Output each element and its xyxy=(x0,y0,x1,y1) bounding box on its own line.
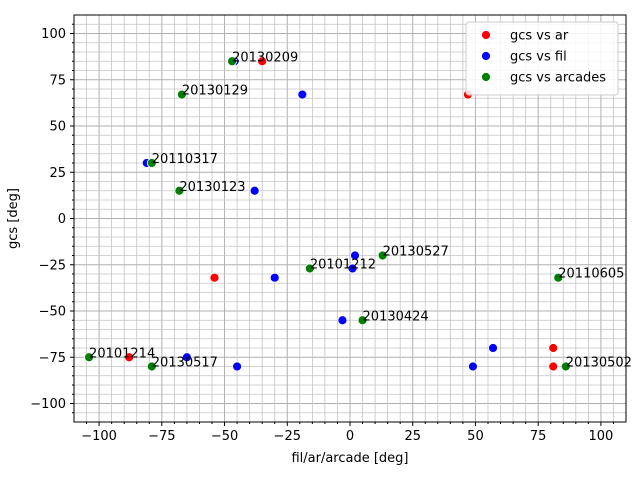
legend-marker xyxy=(481,51,491,61)
y-tick-label: 50 xyxy=(49,120,66,135)
scatter-point xyxy=(124,352,135,363)
scatter-point xyxy=(269,272,280,283)
scatter-point xyxy=(84,352,94,363)
y-tick-label: −75 xyxy=(39,351,66,366)
scatter-point xyxy=(357,315,368,326)
scatter-point xyxy=(249,185,260,196)
scatter-point xyxy=(176,89,187,100)
x-tick-label: −25 xyxy=(274,429,301,444)
y-tick-label: 25 xyxy=(49,166,66,181)
point-annotation: 20130129 xyxy=(182,84,248,99)
y-tick-label: −25 xyxy=(39,258,66,273)
point-annotation: 20130123 xyxy=(179,180,245,195)
x-tick-label: 50 xyxy=(467,429,484,444)
x-tick-label: 25 xyxy=(404,429,421,444)
plot-frame xyxy=(73,14,627,423)
scatter-point xyxy=(560,361,571,372)
point-annotation: 20130527 xyxy=(383,245,449,260)
y-tick-label: 75 xyxy=(49,73,66,88)
x-tick-label: −75 xyxy=(148,429,175,444)
grid xyxy=(73,14,627,423)
scatter-point xyxy=(209,272,220,283)
scatter-point xyxy=(548,361,559,372)
point-annotation: 20130424 xyxy=(363,309,429,324)
scatter-point xyxy=(337,315,348,326)
scatter-point xyxy=(553,272,564,283)
legend-marker xyxy=(481,72,491,82)
legend-label: gcs vs fil xyxy=(510,50,567,65)
scatter-point xyxy=(146,361,157,372)
scatter-point xyxy=(377,250,388,261)
x-tick-label: 0 xyxy=(346,429,354,444)
scatter-point xyxy=(548,343,559,353)
x-tick-label: 100 xyxy=(588,429,613,444)
scatter-point xyxy=(227,56,237,67)
legend-label: gcs vs ar xyxy=(510,29,569,44)
point-annotation: 20110317 xyxy=(152,152,218,167)
point-annotation: 20110605 xyxy=(558,267,624,282)
legend-marker xyxy=(481,30,491,40)
x-tick-label: 75 xyxy=(530,429,547,444)
annotations: 20130209 20130129 20110317 20130123 20101212… xyxy=(89,50,632,370)
scatter-point xyxy=(347,263,358,274)
data-points xyxy=(84,56,571,372)
scatter-point xyxy=(232,361,242,372)
scatter-point xyxy=(488,343,498,353)
y-tick-label: −50 xyxy=(39,305,66,320)
x-tick-label: −100 xyxy=(81,429,117,444)
point-annotation: 20130517 xyxy=(152,356,218,371)
legend: gcs vs ar gcs vs fil gcs vs arcades xyxy=(465,21,619,96)
scatter-point xyxy=(297,89,308,100)
x-tick-label: −50 xyxy=(211,429,238,444)
scatter-point xyxy=(468,361,478,372)
scatter-point xyxy=(182,352,192,363)
scatter-point xyxy=(304,263,315,274)
point-annotation: 20101212 xyxy=(310,257,376,272)
scatter-point xyxy=(257,56,268,67)
y-tick-label: −100 xyxy=(30,397,66,412)
scatter-point xyxy=(146,158,157,168)
point-annotation: 20101214 xyxy=(89,346,155,361)
y-tick-label: 100 xyxy=(41,27,66,42)
legend-label: gcs vs arcades xyxy=(510,71,606,86)
scatter-point xyxy=(174,185,185,196)
scatter-point xyxy=(350,250,360,261)
point-annotation: 20130209 xyxy=(232,50,298,65)
y-tick-label: 0 xyxy=(58,212,66,227)
y-axis-label: gcs [deg] xyxy=(6,188,21,249)
x-axis-label: fil/ar/arcade [deg] xyxy=(291,451,408,466)
point-annotation: 20130502 xyxy=(566,356,632,371)
legend-box xyxy=(465,21,619,96)
